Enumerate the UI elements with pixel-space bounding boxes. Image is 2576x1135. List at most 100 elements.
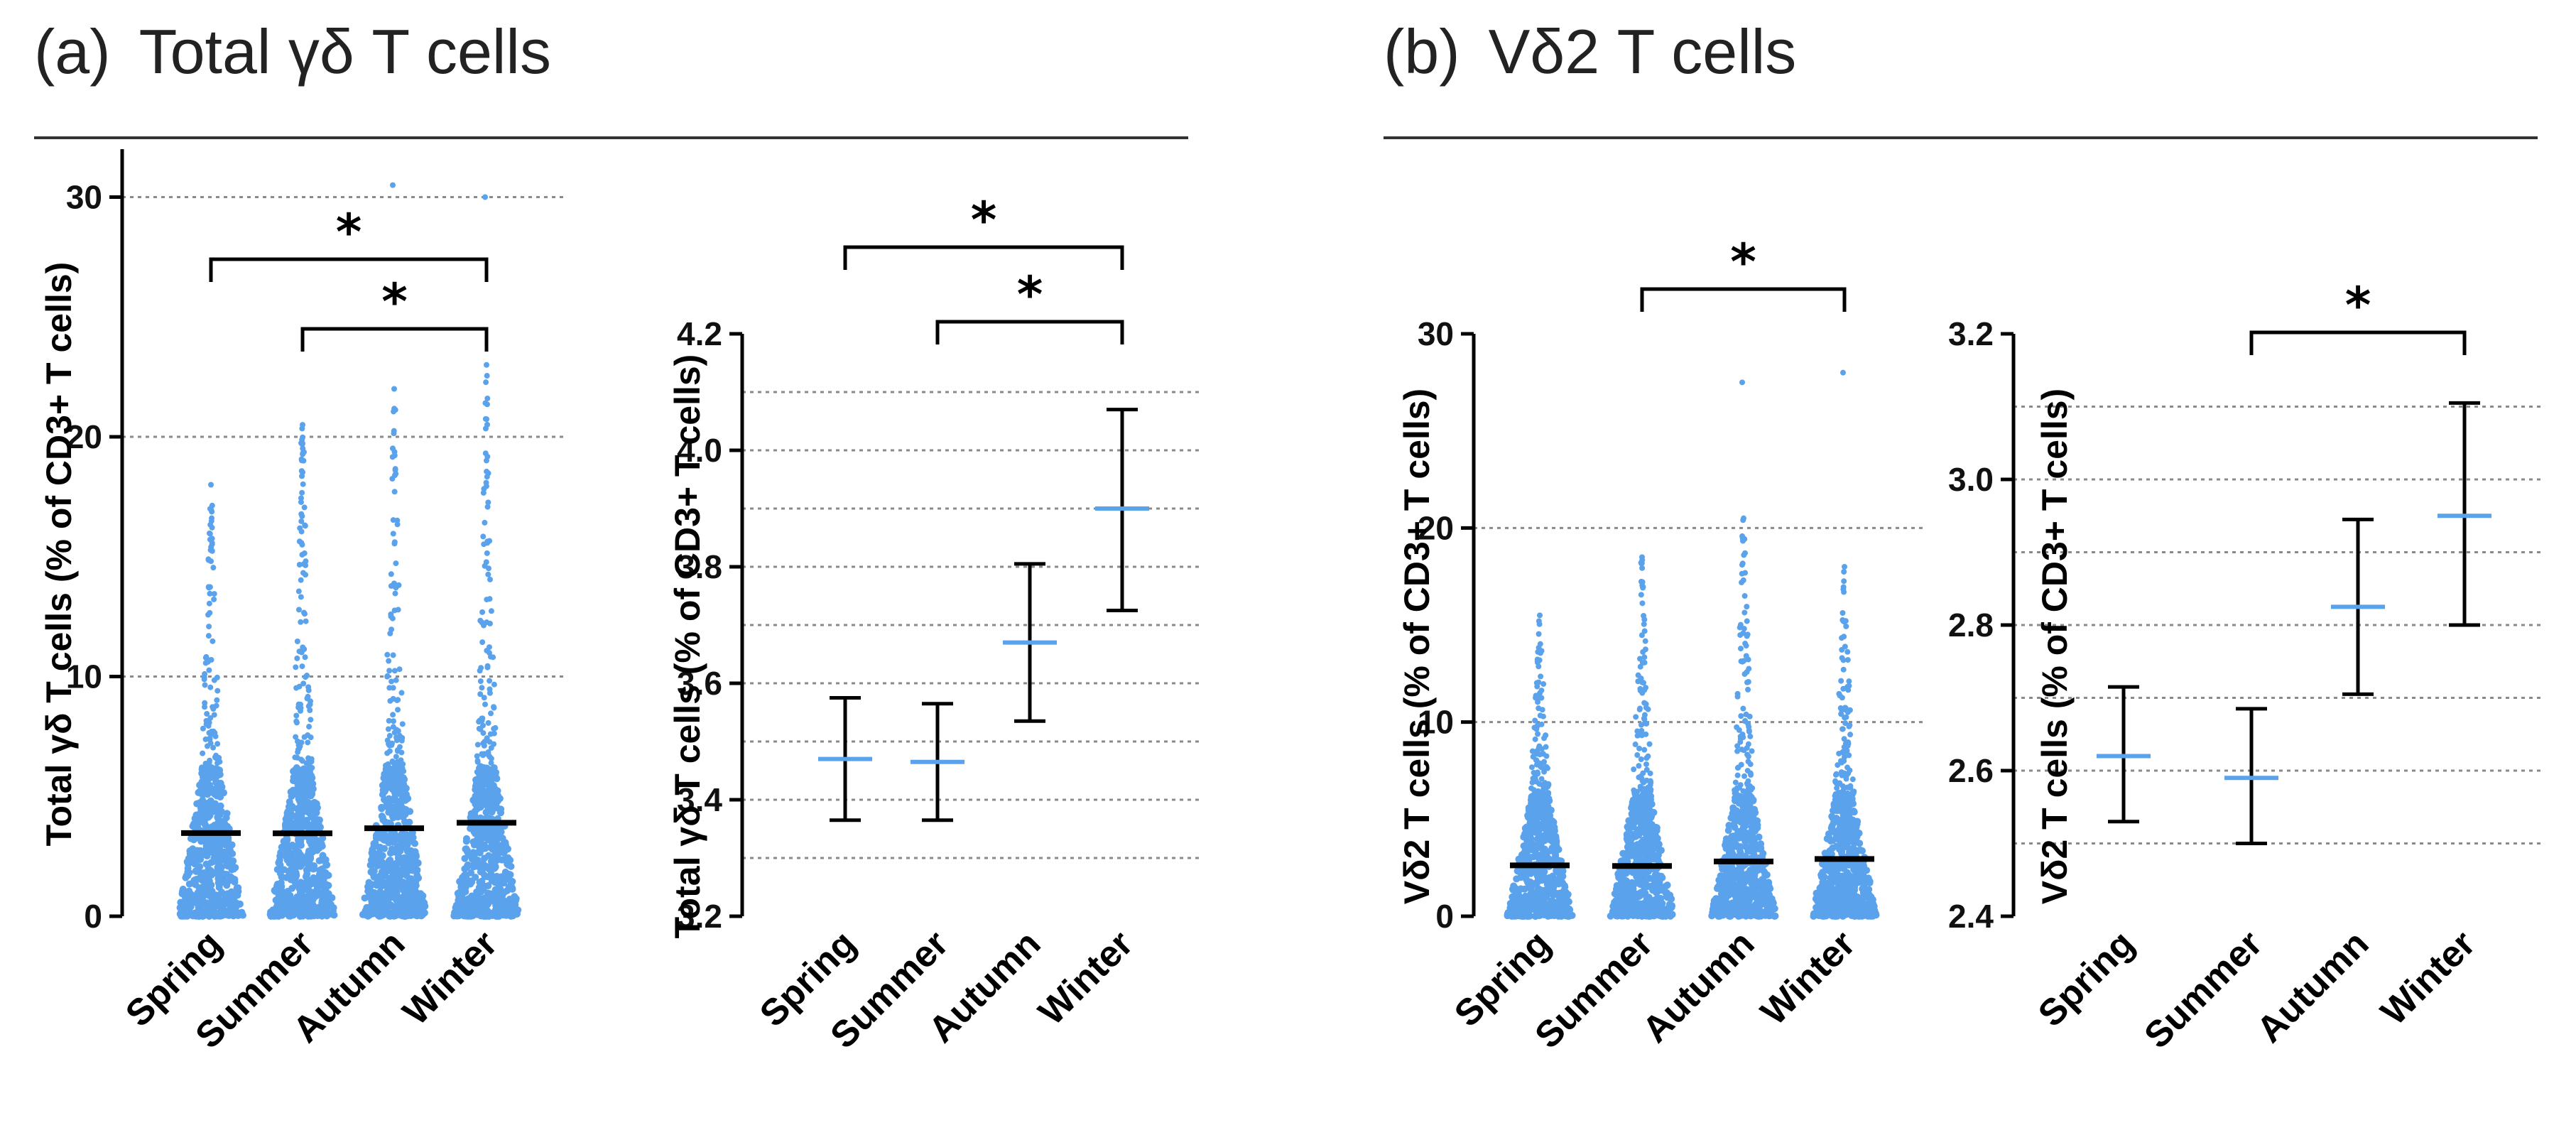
data-point <box>313 808 320 816</box>
data-point <box>1527 891 1535 898</box>
data-point <box>177 898 185 906</box>
panel-b-title: (b) Vδ2 T cells <box>1384 16 1796 88</box>
data-point <box>300 570 306 576</box>
data-point <box>1543 807 1551 815</box>
data-point <box>490 859 498 867</box>
data-point <box>1631 808 1638 815</box>
data-point <box>200 725 206 732</box>
data-point <box>483 457 489 464</box>
data-point <box>209 524 215 531</box>
data-point <box>1536 621 1543 627</box>
data-point <box>1537 867 1545 875</box>
data-point <box>1638 727 1645 734</box>
data-point <box>319 835 327 842</box>
data-point <box>1638 632 1645 639</box>
data-point <box>1536 781 1543 787</box>
data-point-max <box>208 482 214 488</box>
data-point <box>1744 618 1750 624</box>
data-point <box>1509 893 1516 901</box>
data-point <box>1534 885 1542 893</box>
data-point <box>1734 785 1740 791</box>
data-point <box>386 685 393 691</box>
data-point <box>1527 899 1535 907</box>
data-point <box>1627 909 1635 917</box>
data-point <box>403 911 411 918</box>
data-point <box>395 707 401 713</box>
data-point <box>495 842 503 849</box>
data-point <box>1734 772 1741 778</box>
panel-a-rule <box>34 136 1188 139</box>
data-point <box>393 677 399 683</box>
data-point <box>379 791 386 798</box>
data-point <box>1636 871 1643 879</box>
data-point <box>206 600 212 607</box>
data-point <box>272 886 280 894</box>
data-point <box>399 865 407 873</box>
data-point <box>1523 823 1531 831</box>
data-point <box>1548 883 1555 891</box>
data-point <box>1533 896 1541 904</box>
data-point <box>391 541 398 547</box>
data-point <box>474 849 482 857</box>
data-point <box>479 751 485 757</box>
data-point <box>295 785 303 793</box>
data-point <box>481 896 489 904</box>
data-point <box>464 861 472 869</box>
data-point <box>298 495 304 501</box>
data-point <box>1639 565 1646 571</box>
data-point <box>1545 783 1551 790</box>
data-point <box>391 452 398 459</box>
data-point <box>1631 766 1637 773</box>
data-point <box>189 822 197 830</box>
data-point <box>1734 743 1741 749</box>
data-point <box>1740 814 1748 822</box>
data-point <box>1510 899 1518 907</box>
data-point <box>1744 631 1751 638</box>
data-point <box>1638 805 1646 813</box>
data-point <box>296 683 303 690</box>
data-point <box>385 726 391 732</box>
data-point <box>1521 894 1529 902</box>
data-point <box>1821 849 1829 857</box>
data-point <box>298 860 306 868</box>
data-point <box>491 704 497 710</box>
data-point-max <box>484 362 489 368</box>
data-point <box>384 881 392 889</box>
data-point <box>300 818 308 825</box>
data-point <box>1710 903 1717 911</box>
data-point <box>1740 577 1746 583</box>
data-point <box>307 811 315 819</box>
data-point <box>199 796 207 804</box>
data-point <box>1739 899 1746 907</box>
data-point <box>388 846 396 854</box>
data-point <box>1722 871 1729 879</box>
data-point <box>210 854 218 862</box>
data-point <box>487 754 493 760</box>
data-point <box>1741 609 1748 616</box>
data-point <box>487 620 493 626</box>
data-point <box>1643 903 1651 911</box>
data-point <box>211 591 217 597</box>
data-point <box>1646 912 1654 920</box>
data-point <box>481 854 489 862</box>
data-point <box>501 844 509 852</box>
data-point <box>1719 902 1727 910</box>
data-point <box>1544 796 1550 803</box>
data-point <box>399 886 407 894</box>
data-point <box>462 888 469 896</box>
data-point <box>1640 818 1648 825</box>
data-point <box>1523 849 1531 857</box>
data-point <box>1643 761 1650 767</box>
data-point <box>1636 745 1643 751</box>
data-point <box>294 882 302 890</box>
data-point <box>390 724 396 730</box>
data-point <box>393 585 399 591</box>
data-point-max <box>1639 554 1645 560</box>
data-point <box>1840 864 1848 872</box>
data-point <box>467 825 474 832</box>
data-point <box>189 835 197 842</box>
data-point <box>479 639 486 646</box>
data-point <box>309 785 317 793</box>
data-point <box>210 565 217 571</box>
data-point <box>1741 593 1748 599</box>
